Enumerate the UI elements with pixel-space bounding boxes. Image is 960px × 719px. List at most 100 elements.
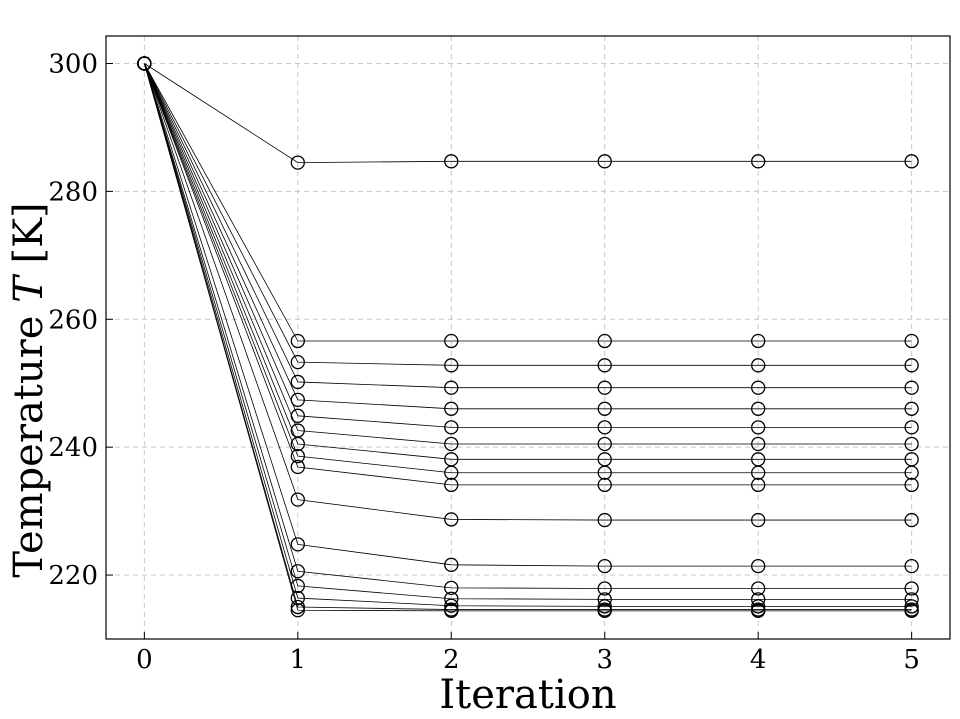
data-point (751, 603, 766, 619)
data-point (444, 598, 459, 613)
x-tick-label: 4 (750, 645, 767, 675)
y-tick-labels: 220 240 260 280 300 (48, 49, 98, 591)
series-line (143, 63, 912, 521)
y-tick-label: 240 (48, 433, 98, 463)
series-line (144, 63, 912, 366)
data-point (751, 154, 766, 169)
data-point (904, 380, 919, 395)
axis-ticks (106, 62, 913, 639)
data-point (904, 599, 919, 614)
data-point (751, 380, 766, 395)
data-point (751, 401, 766, 416)
data-point (444, 580, 459, 595)
data-point (444, 333, 459, 349)
data-point (597, 420, 612, 435)
data-point (751, 358, 766, 373)
data-point (444, 436, 459, 452)
data-point (904, 603, 919, 619)
series-line (143, 63, 912, 589)
data-point (290, 392, 305, 407)
data-point (290, 155, 305, 170)
y-tick-label: 220 (48, 561, 98, 591)
data-point (290, 459, 305, 475)
series-line (143, 63, 912, 607)
series-line (144, 63, 912, 342)
data-point (751, 465, 766, 480)
data-point (444, 401, 459, 416)
data-point (751, 436, 766, 452)
series-line (143, 63, 912, 474)
data-point (597, 436, 612, 452)
data-point (290, 374, 305, 390)
x-tick-label: 0 (136, 645, 153, 675)
data-point (290, 436, 305, 452)
series-line (143, 63, 912, 410)
series-line (144, 63, 912, 389)
data-point (444, 557, 459, 572)
data-point (751, 581, 766, 596)
x-tick-label: 1 (290, 645, 307, 675)
data-point (904, 358, 919, 373)
data-point (444, 512, 459, 527)
data-point (290, 564, 305, 579)
data-point (597, 154, 612, 169)
data-point (904, 420, 919, 435)
data-point (444, 420, 459, 435)
data-point (751, 599, 766, 614)
data-point (444, 591, 459, 606)
x-tick-label: 5 (903, 645, 920, 675)
series-lines (143, 63, 912, 612)
data-point (444, 154, 459, 169)
x-tick-labels: 0 1 2 3 4 5 (136, 645, 920, 675)
data-point (290, 333, 305, 349)
series-line (143, 63, 912, 460)
markers (137, 56, 919, 619)
data-point (597, 333, 612, 349)
data-point (290, 603, 305, 618)
y-tick-label: 260 (48, 305, 98, 335)
data-point (290, 537, 305, 552)
y-tick-label: 300 (48, 49, 98, 79)
data-point (597, 380, 612, 395)
data-point (904, 592, 919, 607)
data-point (751, 477, 766, 493)
data-point (137, 56, 152, 71)
data-point (904, 581, 919, 596)
data-point (597, 401, 612, 416)
data-point (904, 465, 919, 480)
data-point (597, 477, 612, 493)
data-point (597, 603, 612, 619)
series-line (143, 63, 912, 428)
data-point (597, 465, 612, 480)
series-line (143, 63, 912, 445)
data-point (444, 358, 459, 373)
data-point (904, 512, 919, 528)
data-point (290, 448, 305, 464)
data-point (597, 512, 612, 528)
y-tick-label: 280 (48, 177, 98, 207)
x-tick-label: 3 (596, 645, 613, 675)
data-point (290, 354, 305, 370)
data-point (597, 558, 612, 574)
data-point (444, 380, 459, 395)
data-point (290, 578, 305, 594)
data-point (751, 420, 766, 435)
data-point (290, 599, 305, 615)
series-line (143, 63, 912, 567)
series-line (143, 63, 912, 486)
data-point (444, 477, 459, 493)
data-point (290, 590, 305, 606)
series-line (143, 63, 912, 600)
data-point (751, 512, 766, 528)
plot-frame (105, 35, 951, 640)
series-line (143, 63, 912, 612)
data-point (444, 465, 459, 480)
data-point (597, 581, 612, 596)
data-point (904, 558, 919, 574)
data-point (597, 592, 612, 607)
y-axis-label: Temperature T [K] (6, 202, 52, 577)
data-point (597, 599, 612, 614)
grid (106, 36, 950, 639)
x-axis-label: Iteration (439, 672, 616, 718)
